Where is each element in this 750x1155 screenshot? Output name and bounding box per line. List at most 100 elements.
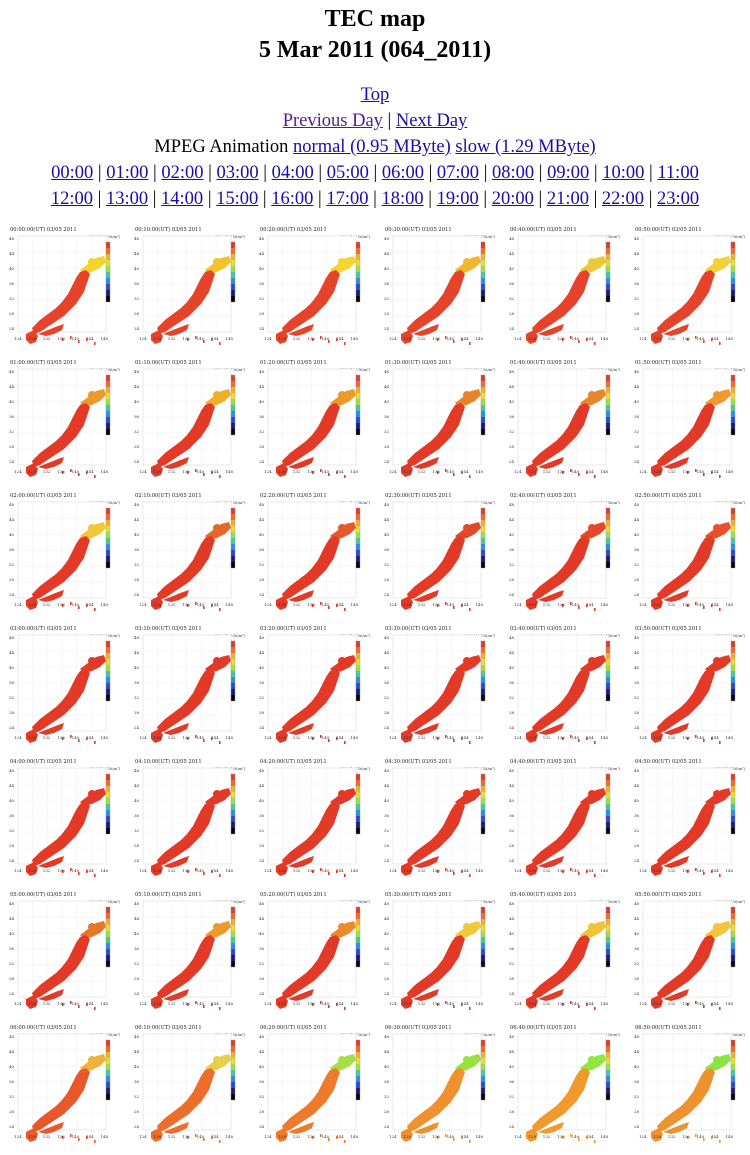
lat-tick-label: 32 bbox=[259, 695, 265, 700]
tec-map-thumbnail[interactable]: 06:10:00(UT) 03/05 2011TEC (10^16/m²)484… bbox=[125, 1022, 250, 1155]
tec-map-image: 03:20:00(UT) 03/05 2011TEC (10^16/m²)484… bbox=[259, 625, 370, 744]
tec-map-thumbnail[interactable]: 02:10:00(UT) 03/05 2011TEC (10^16/m²)484… bbox=[125, 490, 250, 623]
tec-map-thumbnail[interactable]: 00:20:00(UT) 03/05 2011TEC (10^16/m²)484… bbox=[250, 224, 375, 357]
lon-tick-label: 140 bbox=[697, 336, 705, 341]
tec-map-thumbnail[interactable]: 04:30:00(UT) 03/05 2011TEC (10^16/m²)484… bbox=[375, 756, 500, 889]
top-link[interactable]: Top bbox=[360, 85, 390, 105]
previous-day-link[interactable]: Previous Day bbox=[282, 111, 383, 131]
next-day-link[interactable]: Next Day bbox=[395, 111, 468, 131]
hour-link-0600[interactable]: 06:00 bbox=[381, 163, 424, 183]
honshu-region bbox=[407, 270, 465, 334]
hour-link-1900[interactable]: 19:00 bbox=[436, 189, 479, 209]
tec-map-thumbnail[interactable]: 00:10:00(UT) 03/05 2011TEC (10^16/m²)484… bbox=[125, 224, 250, 357]
lat-tick-label: 44 bbox=[9, 916, 15, 921]
tec-map-thumbnail[interactable]: 02:50:00(UT) 03/05 2011TEC (10^16/m²)484… bbox=[625, 490, 750, 623]
japan-tec-map bbox=[401, 256, 481, 344]
tec-map-thumbnail[interactable]: 01:40:00(UT) 03/05 2011TEC (10^16/m²)484… bbox=[500, 357, 625, 490]
hour-link-1000[interactable]: 10:00 bbox=[602, 163, 645, 183]
tec-map-thumbnail[interactable]: 04:00:00(UT) 03/05 2011TEC (10^16/m²)484… bbox=[0, 756, 125, 889]
island-marker bbox=[711, 338, 713, 341]
tec-map-thumbnail[interactable]: 03:10:00(UT) 03/05 2011TEC (10^16/m²)484… bbox=[125, 623, 250, 756]
tec-map-thumbnail[interactable]: 05:00:00(UT) 03/05 2011TEC (10^16/m²)484… bbox=[0, 889, 125, 1022]
tec-map-thumbnail[interactable]: 01:30:00(UT) 03/05 2011TEC (10^16/m²)484… bbox=[375, 357, 500, 490]
tec-map-thumbnail[interactable]: 03:00:00(UT) 03/05 2011TEC (10^16/m²)484… bbox=[0, 623, 125, 756]
lat-tick-label: 40 bbox=[9, 665, 15, 670]
hour-link-0700[interactable]: 07:00 bbox=[436, 163, 480, 183]
tec-map-thumbnail[interactable]: 04:20:00(UT) 03/05 2011TEC (10^16/m²)484… bbox=[250, 756, 375, 889]
island-marker bbox=[469, 608, 471, 611]
hour-link-0200[interactable]: 02:00 bbox=[161, 163, 204, 183]
hour-link-0500[interactable]: 05:00 bbox=[326, 163, 369, 183]
tec-map-thumbnail[interactable]: 01:50:00(UT) 03/05 2011TEC (10^16/m²)484… bbox=[625, 357, 750, 490]
lon-tick-label: 124 bbox=[264, 336, 272, 341]
tec-map-thumbnail[interactable]: 04:40:00(UT) 03/05 2011TEC (10^16/m²)484… bbox=[500, 756, 625, 889]
mpeg-slow-link[interactable]: slow (1.29 MByte) bbox=[455, 137, 596, 157]
lat-tick-label: 40 bbox=[9, 798, 15, 803]
lat-tick-label: 32 bbox=[634, 828, 640, 833]
lon-tick-label: 128 bbox=[278, 336, 286, 341]
japan-tec-map bbox=[276, 389, 356, 477]
japan-tec-map bbox=[651, 389, 731, 477]
tec-map-thumbnail[interactable]: 01:00:00(UT) 03/05 2011TEC (10^16/m²)484… bbox=[0, 357, 125, 490]
tec-map-thumbnail[interactable]: 00:50:00(UT) 03/05 2011TEC (10^16/m²)484… bbox=[625, 224, 750, 357]
island-marker bbox=[187, 338, 189, 341]
tec-map-thumbnail[interactable]: 05:20:00(UT) 03/05 2011TEC (10^16/m²)484… bbox=[250, 889, 375, 1022]
hour-link-0000[interactable]: 00:00 bbox=[51, 163, 94, 183]
lon-tick-label: 128 bbox=[278, 469, 286, 474]
tec-map-thumbnail[interactable]: 03:40:00(UT) 03/05 2011TEC (10^16/m²)484… bbox=[500, 623, 625, 756]
tec-map-thumbnail[interactable]: 06:20:00(UT) 03/05 2011TEC (10^16/m²)484… bbox=[250, 1022, 375, 1155]
hour-link-1100[interactable]: 11:00 bbox=[657, 163, 699, 183]
lat-tick-label: 24 bbox=[509, 725, 515, 730]
tec-map-thumbnail[interactable]: 05:50:00(UT) 03/05 2011TEC (10^16/m²)484… bbox=[625, 889, 750, 1022]
hour-link-0800[interactable]: 08:00 bbox=[492, 163, 535, 183]
hour-link-1400[interactable]: 14:00 bbox=[161, 189, 204, 209]
tec-map-thumbnail[interactable]: 04:50:00(UT) 03/05 2011TEC (10^16/m²)484… bbox=[625, 756, 750, 889]
hour-link-2200[interactable]: 22:00 bbox=[601, 189, 645, 209]
lon-tick-label: 128 bbox=[528, 868, 536, 873]
tec-map-thumbnail[interactable]: 05:30:00(UT) 03/05 2011TEC (10^16/m²)484… bbox=[375, 889, 500, 1022]
tec-map-thumbnail[interactable]: 04:10:00(UT) 03/05 2011TEC (10^16/m²)484… bbox=[125, 756, 250, 889]
hour-link-1600[interactable]: 16:00 bbox=[271, 189, 314, 209]
hour-link-1300[interactable]: 13:00 bbox=[105, 189, 149, 209]
hour-link-1200[interactable]: 12:00 bbox=[50, 189, 93, 209]
hour-link-1800[interactable]: 18:00 bbox=[381, 189, 424, 209]
tec-map-image: 02:00:00(UT) 03/05 2011TEC (10^16/m²)484… bbox=[9, 492, 120, 611]
tec-map-thumbnail[interactable]: 00:30:00(UT) 03/05 2011TEC (10^16/m²)484… bbox=[375, 224, 500, 357]
tec-map-thumbnail[interactable]: 01:10:00(UT) 03/05 2011TEC (10^16/m²)484… bbox=[125, 357, 250, 490]
lon-tick-label: 128 bbox=[278, 868, 286, 873]
tec-map-thumbnail[interactable]: 06:00:00(UT) 03/05 2011TEC (10^16/m²)484… bbox=[0, 1022, 125, 1155]
hour-link-2100[interactable]: 21:00 bbox=[546, 189, 589, 209]
hour-link-0900[interactable]: 09:00 bbox=[547, 163, 590, 183]
tec-map-thumbnail[interactable]: 02:40:00(UT) 03/05 2011TEC (10^16/m²)484… bbox=[500, 490, 625, 623]
tec-map-thumbnail[interactable]: 02:20:00(UT) 03/05 2011TEC (10^16/m²)484… bbox=[250, 490, 375, 623]
tec-map-thumbnail[interactable]: 01:20:00(UT) 03/05 2011TEC (10^16/m²)484… bbox=[250, 357, 375, 490]
hour-link-0100[interactable]: 01:00 bbox=[106, 163, 149, 183]
tec-map-thumbnail[interactable]: 00:40:00(UT) 03/05 2011TEC (10^16/m²)484… bbox=[500, 224, 625, 357]
hour-link-2300[interactable]: 23:00 bbox=[657, 189, 700, 209]
hour-link-1700[interactable]: 17:00 bbox=[326, 189, 369, 209]
hour-link-0300[interactable]: 03:00 bbox=[216, 163, 259, 183]
hour-link-2000[interactable]: 20:00 bbox=[491, 189, 534, 209]
tec-map-thumbnail[interactable]: 00:00:00(UT) 03/05 2011TEC (10^16/m²)484… bbox=[0, 224, 125, 357]
tec-map-thumbnail[interactable]: 03:20:00(UT) 03/05 2011TEC (10^16/m²)484… bbox=[250, 623, 375, 756]
tec-map-thumbnail[interactable]: 03:30:00(UT) 03/05 2011TEC (10^16/m²)484… bbox=[375, 623, 500, 756]
tec-map-thumbnail[interactable]: 06:30:00(UT) 03/05 2011TEC (10^16/m²)484… bbox=[375, 1022, 500, 1155]
tec-map-thumbnail[interactable]: 06:50:00(UT) 03/05 2011TEC (10^16/m²)484… bbox=[625, 1022, 750, 1155]
lat-tick-label: 28 bbox=[134, 444, 140, 449]
tec-map-thumbnail[interactable]: 05:10:00(UT) 03/05 2011TEC (10^16/m²)484… bbox=[125, 889, 250, 1022]
lat-tick-label: 48 bbox=[134, 768, 140, 773]
hour-link-0400[interactable]: 04:00 bbox=[271, 163, 314, 183]
tec-map-thumbnail[interactable]: 02:00:00(UT) 03/05 2011TEC (10^16/m²)484… bbox=[0, 490, 125, 623]
hour-link-1500[interactable]: 15:00 bbox=[216, 189, 259, 209]
thumbnail-time-label: 06:50:00(UT) 03/05 2011 bbox=[635, 1024, 702, 1031]
tec-map-thumbnail[interactable]: 05:40:00(UT) 03/05 2011TEC (10^16/m²)484… bbox=[500, 889, 625, 1022]
tec-map-thumbnail[interactable]: 02:30:00(UT) 03/05 2011TEC (10^16/m²)484… bbox=[375, 490, 500, 623]
tec-map-thumbnail[interactable]: 06:40:00(UT) 03/05 2011TEC (10^16/m²)484… bbox=[500, 1022, 625, 1155]
island-marker bbox=[453, 606, 455, 609]
mpeg-normal-link[interactable]: normal (0.95 MByte) bbox=[293, 137, 451, 157]
colorbar bbox=[730, 241, 736, 303]
tec-map-thumbnail[interactable]: 03:50:00(UT) 03/05 2011TEC (10^16/m²)484… bbox=[625, 623, 750, 756]
lat-tick-label: 36 bbox=[384, 281, 390, 286]
lat-tick-label: 28 bbox=[9, 577, 15, 582]
lon-tick-label: 144 bbox=[86, 602, 94, 607]
